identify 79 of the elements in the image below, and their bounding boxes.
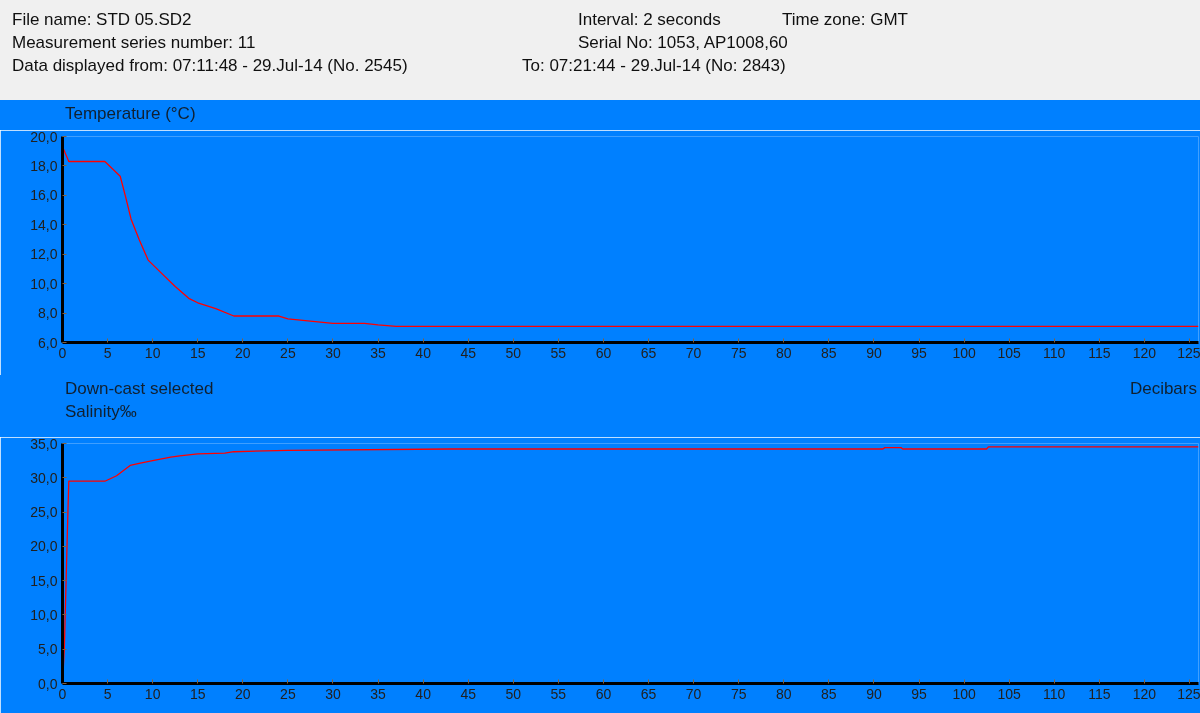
x-tick-label: 60 (595, 685, 612, 702)
x-tick-label: 110 (1043, 685, 1066, 702)
x-tick-label: 100 (952, 344, 976, 361)
text: File name: STD 05.SD2 (12, 9, 192, 31)
x-tick-label: 60 (595, 344, 612, 361)
y-tick-label: 18,0 (30, 157, 58, 174)
x-tick-label: 30 (325, 344, 341, 361)
x-tick-label: 80 (775, 344, 792, 361)
x-tick-label: 45 (460, 685, 477, 702)
x-tick-label: 50 (505, 685, 522, 702)
x-tick-label: 25 (280, 344, 296, 361)
y-axis-title: Salinity‰ (65, 401, 137, 423)
x-tick-label: 95 (911, 344, 928, 361)
x-tick-label: 105 (997, 685, 1022, 702)
x-tick-label: 65 (640, 344, 657, 361)
x-tick-label: 15 (189, 685, 206, 702)
x-tick-label: 100 (952, 685, 976, 702)
y-tick-label: 15,0 (30, 572, 58, 589)
text: Serial No: 1053, AP1008,60 (578, 32, 788, 54)
text: To: 07:21:44 - 29.Jul-14 (No: 2843) (522, 55, 786, 77)
x-tick-label: 65 (640, 685, 657, 702)
x-tick-label: 40 (415, 685, 432, 702)
x-tick-label: 5 (103, 344, 112, 361)
text: Down-cast selected (65, 378, 214, 400)
text: Measurement series number: 11 (12, 32, 256, 54)
x-axis-title: Decibars (1129, 378, 1197, 400)
text: Time zone: GMT (782, 9, 908, 31)
y-axis-title: Temperature (°C) (65, 103, 196, 125)
x-tick-label: 105 (997, 344, 1022, 361)
y-tick-label: 8,0 (38, 305, 58, 322)
x-tick-label: 35 (370, 344, 387, 361)
x-tick-label: 50 (505, 344, 522, 361)
y-tick-label: 20,0 (30, 538, 58, 555)
x-tick-label: 15 (189, 344, 206, 361)
x-tick-label: 85 (821, 685, 837, 702)
x-tick-label: 10 (144, 344, 161, 361)
y-tick-label: 6,0 (38, 334, 58, 351)
text: Interval: 2 seconds (578, 9, 721, 31)
x-tick-label: 5 (103, 685, 112, 702)
x-tick-label: 110 (1043, 344, 1066, 361)
x-tick-label: 85 (821, 344, 837, 361)
x-tick-label: 70 (685, 685, 702, 702)
x-tick-label: 125 (1177, 685, 1200, 702)
text: Data displayed from: 07:11:48 - 29.Jul-14 (No. 2545) (12, 55, 408, 77)
x-tick-label: 0 (58, 344, 67, 361)
x-tick-label: 90 (866, 685, 882, 702)
x-tick-label: 25 (280, 685, 296, 702)
x-tick-label: 90 (866, 344, 882, 361)
x-tick-label: 70 (685, 344, 702, 361)
y-tick-label: 5,0 (38, 641, 58, 658)
y-tick-label: 12,0 (30, 246, 58, 263)
y-tick-label: 25,0 (30, 504, 58, 521)
y-tick-label: 10,0 (30, 606, 58, 623)
x-tick-label: 20 (235, 685, 251, 702)
x-tick-label: 45 (460, 344, 477, 361)
y-tick-label: 14,0 (30, 216, 58, 233)
x-tick-label: 120 (1132, 685, 1157, 702)
x-tick-label: 35 (370, 685, 387, 702)
x-tick-label: 30 (325, 685, 341, 702)
y-tick-label: 10,0 (30, 275, 58, 292)
y-tick-label: 30,0 (30, 469, 58, 486)
y-tick-label: 0,0 (38, 675, 58, 692)
x-tick-label: 10 (144, 685, 161, 702)
x-tick-label: 40 (415, 344, 432, 361)
x-tick-label: 125 (1177, 344, 1200, 361)
x-tick-label: 75 (730, 344, 747, 361)
x-tick-label: 55 (550, 685, 567, 702)
x-tick-label: 80 (775, 685, 792, 702)
x-tick-label: 0 (58, 685, 67, 702)
x-tick-label: 20 (235, 344, 251, 361)
x-tick-label: 120 (1132, 344, 1157, 361)
x-tick-label: 115 (1088, 685, 1111, 702)
x-tick-label: 55 (550, 344, 567, 361)
x-tick-label: 75 (730, 685, 747, 702)
x-tick-label: 115 (1088, 344, 1111, 361)
y-tick-label: 35,0 (30, 435, 58, 452)
y-tick-label: 16,0 (30, 187, 58, 204)
y-tick-label: 20,0 (30, 128, 58, 145)
x-tick-label: 95 (911, 685, 928, 702)
